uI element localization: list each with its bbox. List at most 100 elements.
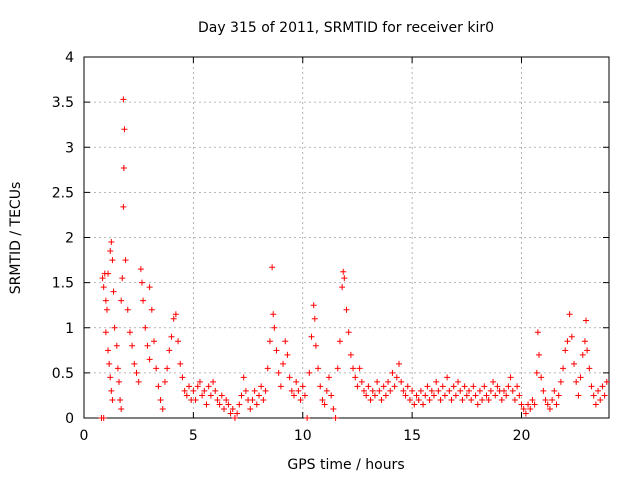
data-point: [179, 374, 186, 381]
data-point: [332, 415, 339, 421]
data-point: [306, 369, 313, 376]
data-point: [534, 329, 541, 336]
data-point: [116, 378, 122, 385]
data-point: [588, 383, 595, 390]
data-point: [310, 302, 317, 309]
data-point: [400, 387, 407, 394]
data-point: [301, 392, 308, 399]
data-point: [312, 342, 319, 349]
data-point: [444, 374, 451, 381]
data-point: [194, 383, 201, 390]
data-point: [426, 396, 433, 403]
data-point: [286, 374, 293, 381]
data-point: [107, 374, 114, 381]
data-point: [221, 405, 227, 412]
data-point: [544, 401, 551, 408]
data-point: [571, 360, 577, 367]
chart-title: Day 315 of 2011, SRMTID for receiver kir…: [198, 20, 494, 36]
data-point: [340, 268, 347, 275]
data-point: [319, 396, 326, 403]
y-tick-label: 2: [65, 231, 74, 247]
data-point: [601, 392, 608, 399]
data-point: [288, 387, 295, 394]
data-point: [118, 297, 125, 304]
data-point: [146, 284, 153, 291]
data-point: [343, 306, 350, 313]
data-point: [463, 392, 470, 399]
data-point: [161, 378, 168, 385]
data-point: [599, 383, 606, 390]
data-point: [207, 392, 214, 399]
data-point: [273, 347, 280, 354]
data-point: [417, 387, 424, 394]
y-tick-label: 1: [65, 321, 74, 337]
data-point: [481, 383, 488, 390]
data-point: [573, 378, 580, 385]
data-point: [133, 369, 140, 376]
data-point: [485, 396, 492, 403]
data-point: [579, 351, 586, 358]
data-point: [144, 342, 151, 349]
data-point: [121, 126, 128, 133]
data-point: [431, 392, 437, 399]
data-point: [231, 415, 238, 421]
data-point: [142, 324, 149, 331]
data-point: [553, 401, 560, 408]
data-point: [503, 392, 510, 399]
data-point: [420, 401, 427, 408]
data-point: [299, 383, 306, 390]
data-point: [466, 387, 472, 394]
data-point: [164, 365, 171, 372]
data-point: [409, 387, 416, 394]
data-point: [581, 338, 588, 345]
data-point: [102, 297, 109, 304]
data-point: [159, 405, 166, 412]
data-point: [113, 342, 120, 349]
data-point: [551, 387, 558, 394]
data-point: [181, 387, 188, 394]
data-point: [106, 360, 113, 367]
x-tick-labels: 0 5 10 15 20: [80, 428, 531, 444]
x-axis-label: GPS time / hours: [287, 457, 404, 473]
data-point: [166, 347, 173, 354]
data-point: [531, 401, 538, 408]
data-point: [446, 387, 453, 394]
y-tick-label: 4: [65, 50, 74, 66]
data-point: [376, 387, 383, 394]
data-point: [356, 365, 363, 372]
data-point: [448, 396, 455, 403]
data-point: [131, 360, 138, 367]
data-point: [363, 392, 370, 399]
data-point: [350, 365, 357, 372]
data-point: [262, 387, 269, 394]
y-tick-label: 3: [65, 140, 74, 156]
data-point: [411, 401, 418, 408]
data-point: [126, 329, 133, 336]
data-point: [242, 387, 249, 394]
data-point: [110, 288, 117, 295]
data-point: [109, 396, 116, 403]
data-point: [119, 275, 126, 282]
data-point: [122, 257, 129, 264]
data-point: [264, 365, 271, 372]
data-point: [562, 347, 569, 354]
data-point: [157, 396, 164, 403]
data-point: [120, 203, 127, 210]
data-point: [358, 378, 365, 385]
data-point: [371, 392, 378, 399]
y-tick-label: 1.5: [52, 276, 74, 292]
data-point: [501, 387, 507, 394]
data-point: [437, 396, 444, 403]
data-point: [214, 396, 221, 403]
x-tick-label: 0: [80, 428, 89, 444]
x-tick-label: 20: [513, 428, 531, 444]
data-point: [402, 392, 409, 399]
data-point: [105, 347, 112, 354]
data-point: [507, 374, 514, 381]
data-point: [170, 315, 177, 322]
data-point: [135, 378, 142, 385]
data-point: [124, 306, 131, 313]
data-point: [100, 284, 107, 291]
data-point: [266, 338, 273, 345]
